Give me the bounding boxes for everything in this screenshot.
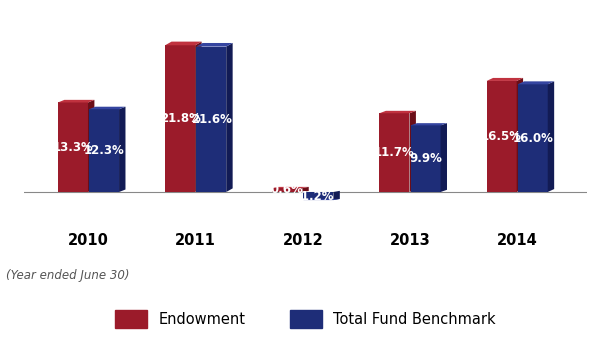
Polygon shape <box>58 100 94 103</box>
Bar <box>165 45 195 192</box>
Polygon shape <box>486 78 523 81</box>
Bar <box>58 103 88 192</box>
Bar <box>411 126 440 192</box>
Polygon shape <box>195 42 201 192</box>
Polygon shape <box>303 199 340 200</box>
Text: (Year ended June 30): (Year ended June 30) <box>6 269 129 282</box>
Polygon shape <box>89 107 125 109</box>
Text: 11.7%: 11.7% <box>374 146 415 159</box>
Text: 16.0%: 16.0% <box>512 132 553 145</box>
Polygon shape <box>196 43 233 47</box>
Text: 13.3%: 13.3% <box>53 141 93 154</box>
Bar <box>486 81 517 192</box>
Polygon shape <box>333 191 340 200</box>
Polygon shape <box>379 111 416 113</box>
Polygon shape <box>226 43 233 192</box>
Polygon shape <box>440 123 447 192</box>
Text: 21.6%: 21.6% <box>191 113 232 126</box>
Polygon shape <box>119 107 125 192</box>
Text: 12.3%: 12.3% <box>83 144 125 157</box>
Text: 9.9%: 9.9% <box>409 152 442 165</box>
Polygon shape <box>272 187 309 188</box>
Text: 0.6%: 0.6% <box>271 184 304 197</box>
Text: -1.2%: -1.2% <box>296 189 334 202</box>
Polygon shape <box>548 81 554 192</box>
Bar <box>89 109 119 192</box>
Bar <box>379 113 410 192</box>
Polygon shape <box>165 42 201 45</box>
Polygon shape <box>410 111 416 192</box>
Polygon shape <box>517 78 523 192</box>
Text: 16.5%: 16.5% <box>481 130 522 143</box>
Bar <box>196 47 226 192</box>
Bar <box>272 188 302 192</box>
Legend: Endowment, Total Fund Benchmark: Endowment, Total Fund Benchmark <box>110 304 502 334</box>
Bar <box>303 192 333 200</box>
Polygon shape <box>302 187 309 192</box>
Polygon shape <box>88 100 94 192</box>
Text: 21.8%: 21.8% <box>160 112 201 125</box>
Polygon shape <box>411 123 447 126</box>
Bar <box>518 84 548 192</box>
Polygon shape <box>518 81 554 84</box>
